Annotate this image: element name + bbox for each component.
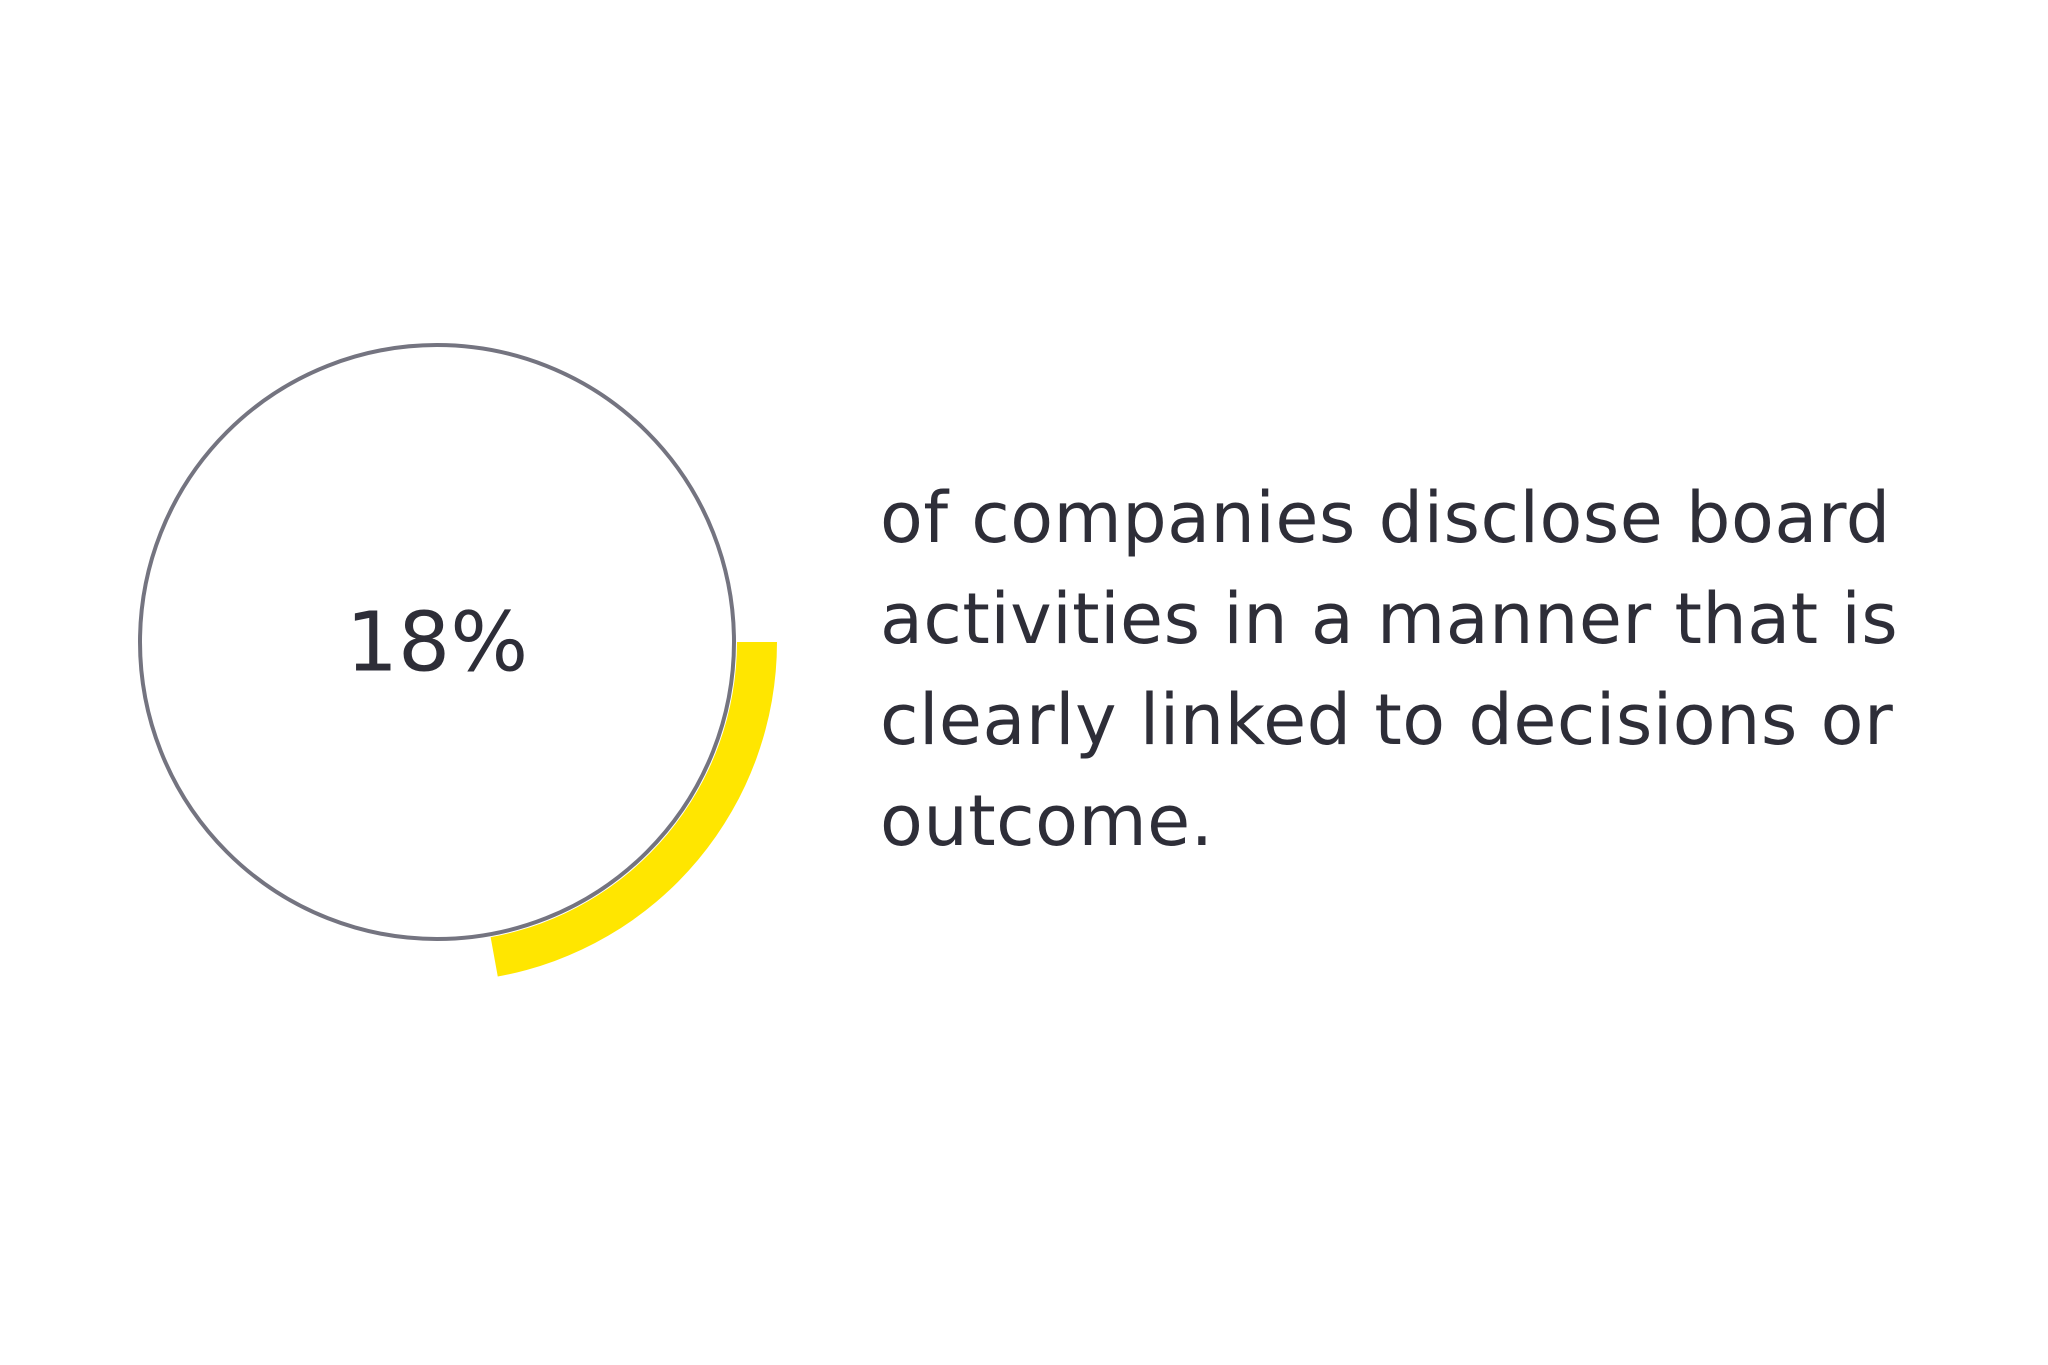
caption-line: clearly linked to decisions or bbox=[880, 679, 1894, 761]
stat-value-label: 18% bbox=[346, 595, 528, 690]
caption-line: of companies disclose board bbox=[880, 477, 1891, 559]
caption-line: activities in a manner that is bbox=[880, 578, 1899, 660]
stat-caption: of companies disclose board activities i… bbox=[880, 468, 1980, 872]
donut-progress-arc bbox=[490, 642, 777, 977]
donut-track-ring bbox=[138, 343, 736, 941]
caption-line: outcome. bbox=[880, 780, 1214, 862]
